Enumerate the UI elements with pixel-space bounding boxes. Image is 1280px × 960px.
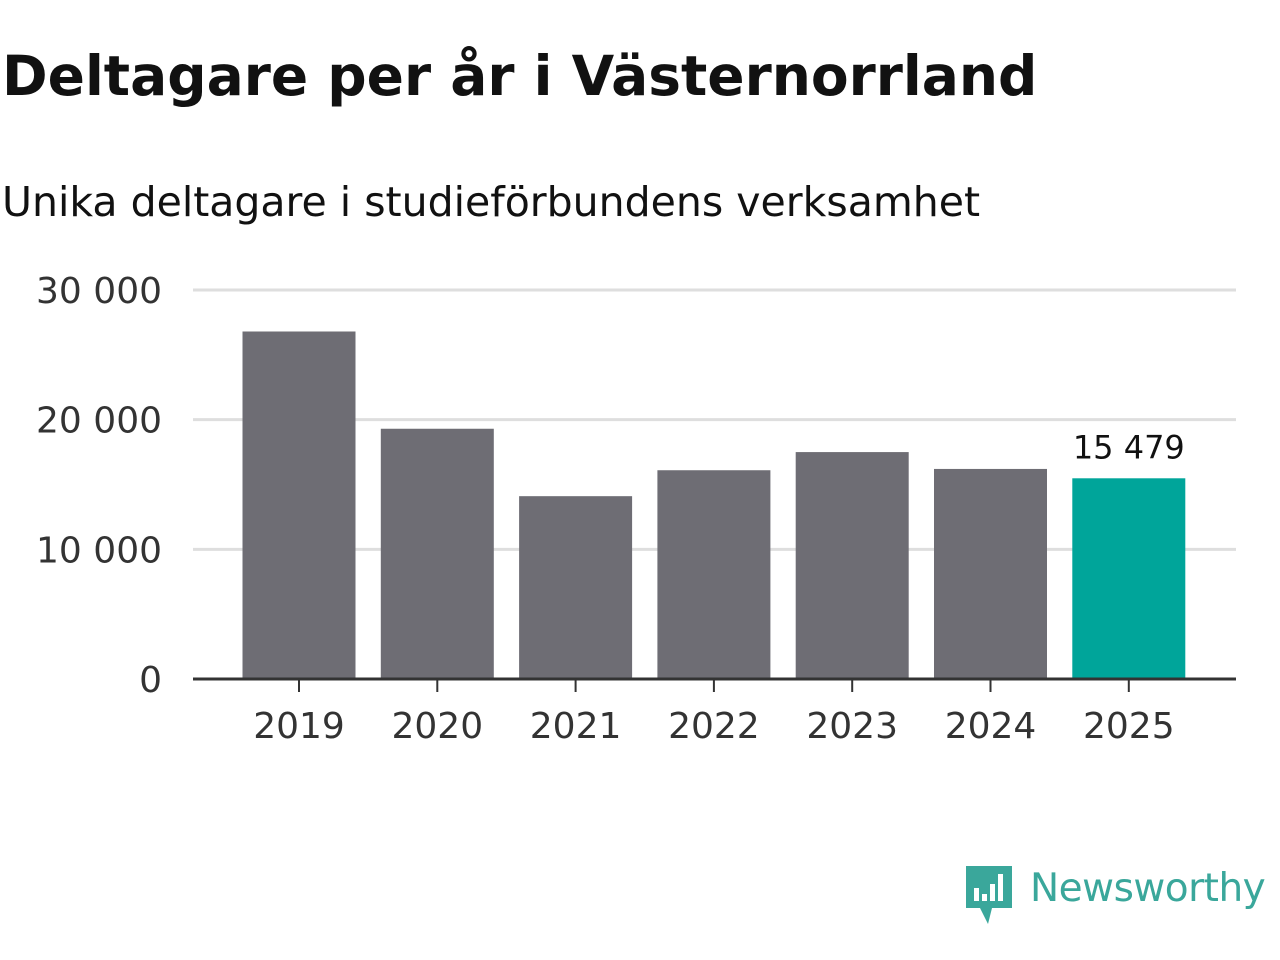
x-tick-label: 2023 [806, 706, 898, 747]
bar-highlight [1072, 478, 1186, 679]
newsworthy-logo-text: Newsworthy [1030, 866, 1266, 911]
bar [380, 428, 494, 679]
chart-title: Deltagare per år i Västernorrland [2, 44, 1038, 108]
x-tick-label: 2025 [1083, 706, 1175, 747]
chart-subtitle: Unika deltagare i studieförbundens verks… [2, 178, 981, 226]
x-tick-label: 2020 [391, 706, 483, 747]
bar [795, 452, 909, 679]
x-tick-label: 2022 [668, 706, 760, 747]
bar [519, 496, 633, 679]
bar [934, 468, 1047, 679]
y-tick-label: 20 000 [36, 401, 162, 442]
y-tick-label: 0 [139, 660, 162, 701]
y-tick-label: 10 000 [36, 530, 162, 571]
x-tick-label: 2019 [253, 706, 345, 747]
x-tick-label: 2024 [945, 706, 1037, 747]
bar [657, 470, 771, 679]
bar [242, 331, 356, 679]
newsworthy-logo-icon [966, 866, 1012, 924]
newsworthy-logo: Newsworthy [964, 864, 1266, 926]
y-tick-label: 30 000 [36, 271, 162, 312]
x-tick-label: 2021 [530, 706, 622, 747]
data-label: 15 479 [1073, 428, 1185, 466]
